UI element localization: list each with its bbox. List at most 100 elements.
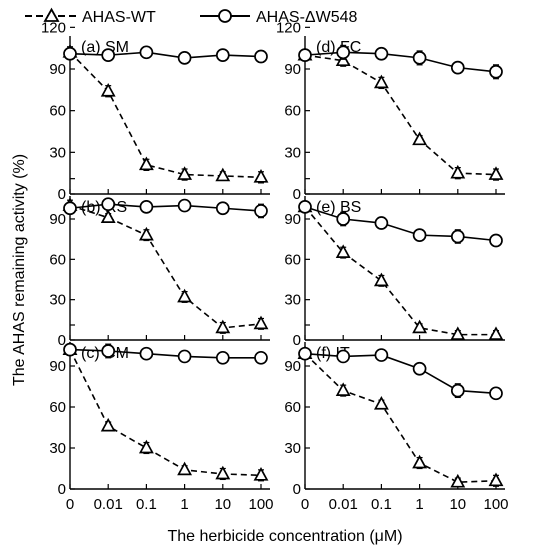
data-point-dw	[63, 46, 77, 61]
data-point-dw	[374, 216, 389, 230]
data-point-wt	[488, 326, 504, 340]
data-point-wt	[488, 472, 504, 487]
data-point-dw	[374, 46, 389, 61]
data-point-wt	[450, 473, 466, 488]
y-tick-label: 120	[276, 19, 301, 36]
y-tick-label: 120	[41, 19, 66, 36]
x-tick-label: 0.01	[329, 496, 358, 513]
data-point-wt	[138, 439, 154, 454]
y-tick-label: 0	[58, 481, 66, 498]
data-point-dw	[412, 51, 427, 65]
x-tick-label: 0.1	[371, 496, 392, 513]
data-point-wt	[100, 209, 116, 224]
data-point-dw	[450, 229, 465, 244]
panel-0: 0 30 60 90 120 (a) SM	[41, 19, 270, 203]
x-tick-label: 100	[483, 496, 508, 513]
y-tick-label: 0	[293, 186, 301, 203]
data-point-dw	[254, 350, 268, 365]
data-point-dw	[298, 200, 312, 214]
data-point-dw	[489, 386, 503, 401]
x-tick-label: 0.01	[94, 496, 123, 513]
y-tick-label: 60	[284, 399, 301, 416]
data-point-wt	[138, 156, 154, 171]
data-point-wt	[100, 82, 116, 97]
y-tick-label: 0	[293, 332, 301, 349]
data-point-dw	[139, 45, 154, 60]
data-point-wt	[253, 467, 269, 481]
x-tick-label: 10	[214, 496, 231, 513]
data-point-dw	[450, 383, 465, 398]
data-point-dw	[254, 49, 268, 64]
data-point-dw	[101, 344, 116, 358]
y-axis-title: The AHAS remaining activity (%)	[11, 154, 28, 386]
data-point-dw	[489, 64, 503, 79]
x-tick-label: 10	[449, 496, 466, 513]
chart-legend: AHAS-WT AHAS-ΔW548	[25, 7, 357, 26]
x-axis-title: The herbicide concentration (μM)	[167, 528, 402, 545]
data-point-dw	[298, 346, 312, 361]
y-tick-label: 60	[284, 251, 301, 268]
x-tick-label: 100	[248, 496, 273, 513]
series-line-wt	[69, 204, 262, 329]
y-tick-label: 90	[284, 358, 301, 375]
y-tick-label: 0	[58, 186, 66, 203]
data-point-wt	[177, 288, 193, 303]
series-line-wt	[304, 206, 496, 336]
data-point-dw	[215, 48, 230, 62]
data-point-wt	[177, 166, 193, 180]
data-point-dw	[177, 51, 192, 65]
x-tick-label: 1	[180, 496, 188, 513]
series-line-wt	[304, 54, 497, 176]
data-point-dw	[412, 228, 427, 242]
data-point-wt	[450, 164, 466, 179]
legend-label-dw: AHAS-ΔW548	[256, 9, 357, 26]
data-point-wt	[215, 465, 231, 480]
y-tick-label: 30	[49, 144, 66, 161]
y-tick-label: 0	[293, 481, 301, 498]
panel-label: (e) BS	[316, 199, 361, 216]
y-tick-label: 60	[49, 251, 66, 268]
series-line-wt	[304, 353, 497, 483]
data-point-wt	[253, 315, 269, 330]
data-point-dw	[412, 361, 427, 376]
data-point-wt	[335, 244, 351, 258]
data-point-dw	[254, 204, 268, 218]
data-point-wt	[373, 74, 389, 89]
legend-marker-wt	[43, 7, 60, 22]
data-point-wt	[412, 454, 428, 469]
y-tick-label: 30	[284, 440, 301, 457]
data-point-wt	[215, 167, 231, 182]
data-point-dw	[336, 45, 351, 60]
data-point-wt	[253, 169, 269, 183]
data-point-wt	[177, 461, 193, 476]
y-tick-label: 30	[284, 292, 301, 309]
data-point-dw	[450, 60, 465, 75]
panel-label: (a) SM	[81, 39, 129, 56]
data-point-wt	[450, 326, 466, 340]
legend-label-wt: AHAS-WT	[82, 9, 156, 26]
data-point-wt	[100, 417, 116, 432]
data-point-dw	[374, 348, 389, 362]
data-point-dw	[177, 349, 192, 364]
data-point-dw	[139, 200, 154, 214]
data-point-wt	[215, 319, 231, 334]
y-tick-label: 90	[49, 61, 66, 78]
y-tick-label: 60	[49, 399, 66, 416]
data-point-dw	[298, 48, 312, 62]
y-tick-label: 30	[284, 144, 301, 161]
y-tick-label: 90	[49, 358, 66, 375]
y-tick-label: 30	[49, 292, 66, 309]
x-tick-label: 0.1	[136, 496, 157, 513]
data-point-dw	[63, 342, 77, 357]
data-point-dw	[63, 201, 77, 216]
x-tick-label: 1	[415, 496, 423, 513]
y-tick-label: 90	[49, 211, 66, 228]
data-point-dw	[215, 201, 230, 216]
legend-marker-dw	[218, 9, 232, 23]
y-tick-label: 30	[49, 440, 66, 457]
y-tick-label: 60	[284, 103, 301, 120]
data-point-wt	[335, 382, 351, 396]
data-point-wt	[373, 395, 389, 410]
